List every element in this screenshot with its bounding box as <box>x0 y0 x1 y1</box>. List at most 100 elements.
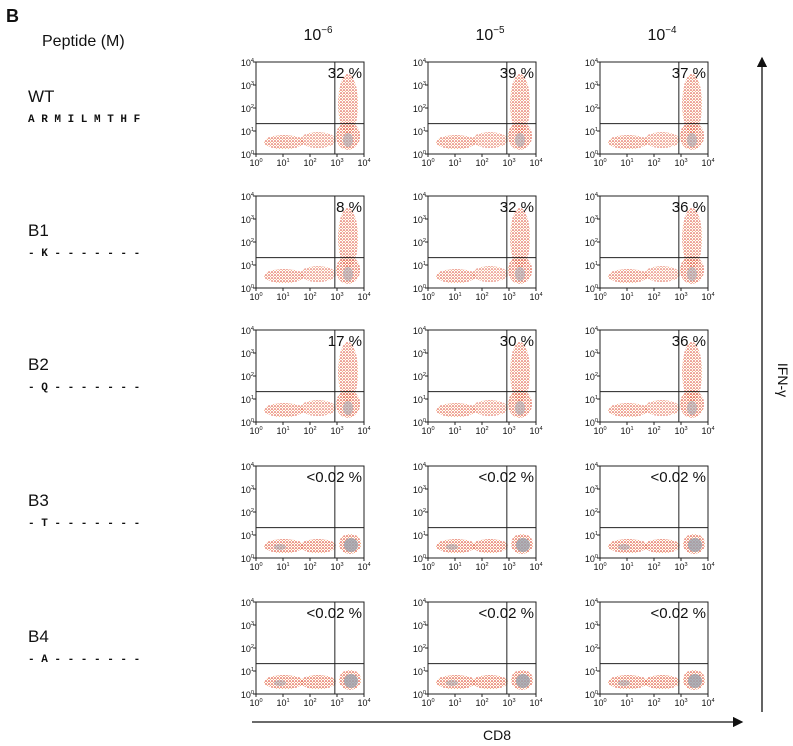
y-tick-label-base: 10 <box>413 485 423 495</box>
y-tick-label: 100 <box>413 418 426 428</box>
x-tick-label: 102 <box>475 426 488 436</box>
y-tick-label: 101 <box>585 127 598 137</box>
x-tick-label: 102 <box>303 426 316 436</box>
x-tick-label-base: 10 <box>276 698 286 708</box>
y-tick-label-base: 10 <box>413 192 423 202</box>
x-tick-label-exponent: 4 <box>367 292 370 298</box>
x-tick-label-base: 10 <box>475 698 485 708</box>
row-name: WT <box>28 87 54 106</box>
y-tick-label-base: 10 <box>585 554 595 564</box>
x-tick-label: 100 <box>421 426 434 436</box>
x-tick-label-exponent: 1 <box>286 158 289 164</box>
x-tick-label: 104 <box>701 292 714 302</box>
y-tick-label-base: 10 <box>585 485 595 495</box>
y-tick-label-exponent: 4 <box>423 462 426 468</box>
y-tick-label-base: 10 <box>585 508 595 518</box>
x-tick-label: 104 <box>357 158 370 168</box>
y-tick-label-exponent: 0 <box>595 418 598 424</box>
y-tick-label: 100 <box>413 554 426 564</box>
y-tick-label-base: 10 <box>413 667 423 677</box>
x-tick-label: 102 <box>647 698 660 708</box>
y-tick-label: 103 <box>585 349 598 359</box>
x-tick-label: 102 <box>475 158 488 168</box>
x-tick-label-exponent: 1 <box>458 698 461 704</box>
x-tick-label-exponent: 1 <box>630 158 633 164</box>
sequence: - Q - - - - - - - <box>28 382 140 394</box>
y-tick-label-exponent: 3 <box>251 81 254 87</box>
x-tick-label-exponent: 0 <box>431 562 434 568</box>
y-tick-label: 103 <box>413 485 426 495</box>
x-tick-label-base: 10 <box>357 292 367 302</box>
x-tick-label-exponent: 0 <box>259 426 262 432</box>
x-tick-label-exponent: 0 <box>603 158 606 164</box>
x-tick-label-base: 10 <box>502 292 512 302</box>
y-tick-label-exponent: 4 <box>251 192 254 198</box>
x-tick-label-exponent: 3 <box>340 158 343 164</box>
y-tick-label-base: 10 <box>241 508 251 518</box>
y-tick-label: 103 <box>241 81 254 91</box>
x-tick-label-exponent: 0 <box>259 698 262 704</box>
y-tick-label-exponent: 0 <box>251 690 254 696</box>
y-tick-label: 104 <box>413 326 426 336</box>
y-tick-label-exponent: 4 <box>423 192 426 198</box>
y-tick-label-exponent: 0 <box>251 150 254 156</box>
y-tick-label: 104 <box>585 58 598 68</box>
x-tick-label-base: 10 <box>502 562 512 572</box>
y-tick-label: 101 <box>241 531 254 541</box>
x-tick-label-base: 10 <box>529 698 539 708</box>
y-tick-label: 102 <box>241 508 254 518</box>
x-tick-label: 104 <box>357 698 370 708</box>
y-tick-label-exponent: 0 <box>423 150 426 156</box>
y-axis-label: IFN-γ <box>775 363 791 397</box>
y-tick-label-exponent: 2 <box>251 238 254 244</box>
x-tick-label-exponent: 3 <box>684 292 687 298</box>
x-tick-label-base: 10 <box>620 698 630 708</box>
percentage: 39 % <box>500 65 534 82</box>
y-tick-label-exponent: 3 <box>595 215 598 221</box>
x-tick-label: 104 <box>529 426 542 436</box>
y-tick-label-base: 10 <box>413 418 423 428</box>
x-tick-label-base: 10 <box>475 426 485 436</box>
percentage: <0.02 % <box>651 605 706 622</box>
y-tick-label-base: 10 <box>241 531 251 541</box>
y-tick-label: 102 <box>413 644 426 654</box>
dot-cloud <box>264 342 360 418</box>
x-tick-label: 100 <box>593 562 606 572</box>
y-tick-label-exponent: 1 <box>251 127 254 133</box>
y-tick-label-exponent: 1 <box>595 261 598 267</box>
x-tick-label-exponent: 4 <box>367 426 370 432</box>
x-tick-label-base: 10 <box>620 426 630 436</box>
x-tick-label: 103 <box>502 698 515 708</box>
percentage: 17 % <box>328 333 362 350</box>
x-tick-label-base: 10 <box>701 426 711 436</box>
x-tick-label-exponent: 1 <box>286 698 289 704</box>
x-tick-label-exponent: 2 <box>485 158 488 164</box>
x-tick-label-exponent: 2 <box>657 698 660 704</box>
y-tick-label: 100 <box>585 150 598 160</box>
x-tick-label-exponent: 4 <box>539 562 542 568</box>
y-tick-label-base: 10 <box>241 238 251 248</box>
y-tick-label: 102 <box>241 104 254 114</box>
row-header: Peptide (M) <box>42 33 125 50</box>
x-tick-label: 104 <box>357 562 370 572</box>
x-tick-label-exponent: 1 <box>458 562 461 568</box>
column-header: 10−6 <box>303 25 333 44</box>
y-tick-label-exponent: 1 <box>251 667 254 673</box>
y-tick-label-exponent: 1 <box>251 395 254 401</box>
y-tick-label: 103 <box>585 81 598 91</box>
y-tick-label: 101 <box>241 395 254 405</box>
x-tick-label-exponent: 0 <box>603 562 606 568</box>
y-tick-label-base: 10 <box>413 261 423 271</box>
y-tick-label: 104 <box>241 326 254 336</box>
x-tick-label: 102 <box>303 158 316 168</box>
row-name: B4 <box>28 627 49 646</box>
y-tick-label-exponent: 1 <box>423 127 426 133</box>
y-tick-label-base: 10 <box>585 621 595 631</box>
x-tick-label-base: 10 <box>593 158 603 168</box>
y-tick-label: 102 <box>413 372 426 382</box>
x-tick-label-base: 10 <box>701 292 711 302</box>
y-tick-label-base: 10 <box>585 598 595 608</box>
